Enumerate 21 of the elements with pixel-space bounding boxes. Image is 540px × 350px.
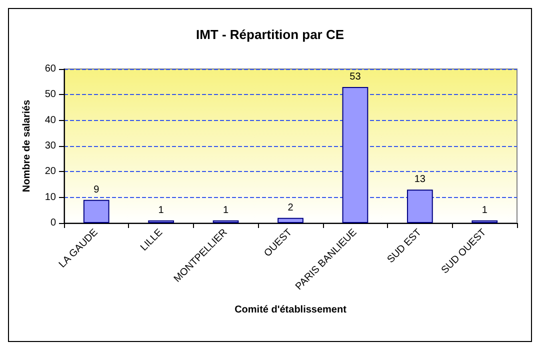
data-label: 9 (94, 184, 100, 196)
chart-title: IMT - Répartition par CE (196, 27, 344, 42)
data-label: 53 (350, 71, 362, 82)
bar (278, 218, 304, 223)
y-tick-label: 10 (44, 192, 56, 203)
y-axis-title: Nombre de salariés (22, 99, 32, 192)
y-tick-label: 60 (44, 64, 56, 74)
data-label: 1 (223, 204, 230, 216)
data-label: 13 (414, 174, 426, 186)
y-tick-label: 40 (44, 114, 56, 126)
x-axis-title: Comité d'établissement (234, 304, 348, 316)
y-tick-label: 50 (44, 89, 56, 100)
bar (83, 200, 110, 223)
y-tick-label: 0 (50, 218, 56, 228)
y-tick-label: 20 (44, 166, 56, 178)
bar (342, 86, 368, 223)
data-label: 1 (158, 204, 164, 216)
data-label: 1 (482, 204, 488, 216)
data-label: 2 (288, 202, 294, 214)
bar (406, 190, 433, 223)
y-tick-label: 30 (44, 140, 56, 152)
